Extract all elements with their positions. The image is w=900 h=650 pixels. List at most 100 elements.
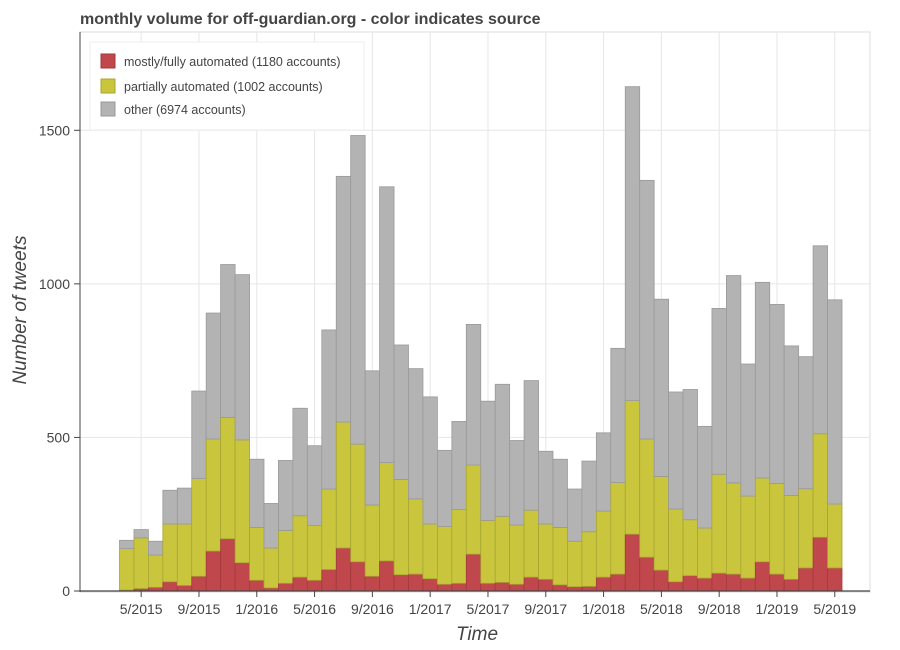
bar-segment-2-2018-series-1 — [610, 482, 626, 575]
bar-segment-12-2018-series-1 — [754, 477, 771, 563]
x-tick-label: 1/2018 — [582, 601, 625, 617]
bar-segment-11-2016-series-2 — [393, 344, 409, 480]
x-tick-label: 1/2016 — [235, 601, 278, 617]
bar-segment-9-2016-series-2 — [364, 370, 380, 506]
bar-segment-11-2015-series-0 — [220, 538, 236, 592]
bar-segment-9-2015-series-0 — [191, 575, 207, 592]
y-tick-label: 1500 — [39, 122, 70, 138]
bar-segment-4-2019-series-1 — [812, 433, 828, 538]
legend: mostly/fully automated (1180 accounts) p… — [89, 41, 365, 131]
bar-segment-2-2019-series-1 — [783, 495, 800, 580]
bar-segment-10-2017-series-0 — [552, 584, 568, 592]
legend-label-automated: mostly/fully automated (1180 accounts) — [124, 55, 341, 69]
bar-segment-7-2017-series-0 — [509, 583, 525, 592]
legend-swatch-other — [100, 101, 116, 117]
bar-segment-6-2017-series-2 — [494, 383, 511, 517]
bar-segment-6-2015-series-2 — [147, 540, 164, 556]
bar-segment-6-2017-series-1 — [494, 515, 511, 583]
x-tick-label: 5/2019 — [813, 601, 856, 617]
bar-segment-11-2016-series-0 — [393, 574, 409, 592]
bar-segment-1-2019-series-1 — [769, 483, 785, 575]
bar-segment-10-2015-series-1 — [205, 438, 222, 552]
legend-swatch-partial — [100, 78, 116, 94]
bar-segment-9-2018-series-0 — [711, 572, 727, 592]
bar-segment-10-2018-series-1 — [726, 482, 742, 575]
bar-segment-6-2018-series-2 — [668, 391, 684, 510]
bar-segment-4-2018-series-2 — [639, 179, 655, 440]
bar-segment-2-2018-series-2 — [610, 347, 626, 483]
bar-segment-8-2015-series-1 — [176, 523, 193, 586]
bar-segment-8-2017-series-2 — [523, 380, 539, 511]
bar-segment-2-2016-series-1 — [263, 547, 279, 589]
bar-segment-11-2017-series-2 — [567, 488, 583, 542]
bar-segment-4-2017-series-1 — [465, 464, 482, 555]
bar-segment-9-2015-series-2 — [191, 390, 207, 479]
x-tick-label: 9/2018 — [698, 601, 741, 617]
bar-segment-9-2018-series-1 — [711, 473, 727, 574]
bar-segment-12-2016-series-2 — [408, 368, 424, 500]
bar-segment-5-2016-series-1 — [306, 525, 323, 581]
bar-segment-8-2016-series-2 — [350, 135, 366, 445]
bar-segment-8-2017-series-0 — [523, 576, 539, 592]
bar-segment-5-2015-series-1 — [133, 537, 149, 589]
bar-segment-6-2018-series-1 — [668, 508, 684, 583]
bar-segment-7-2016-series-1 — [335, 421, 352, 549]
bar-segment-10-2017-series-1 — [552, 527, 568, 586]
bar-segment-12-2017-series-2 — [581, 460, 597, 533]
bar-segment-2-2019-series-0 — [783, 578, 800, 592]
bar-segment-2-2018-series-0 — [610, 573, 626, 592]
bar-segment-3-2019-series-2 — [798, 356, 814, 490]
x-axis-label: Time — [456, 624, 498, 645]
bar-segment-10-2016-series-0 — [379, 560, 395, 592]
bar-segment-5-2017-series-1 — [480, 519, 496, 584]
bar-segment-3-2018-series-2 — [624, 86, 641, 401]
bar-segment-6-2016-series-1 — [321, 488, 337, 570]
x-tick-label: 9/2015 — [178, 601, 221, 617]
bar-segment-7-2016-series-2 — [335, 175, 352, 423]
bar-segment-12-2016-series-0 — [408, 573, 424, 592]
bar-segment-4-2016-series-2 — [292, 407, 308, 517]
bar-segment-7-2015-series-2 — [162, 489, 178, 525]
x-tick-label: 1/2017 — [409, 601, 452, 617]
bar-segment-3-2016-series-1 — [278, 530, 294, 584]
bar-segment-4-2019-series-2 — [812, 245, 828, 435]
bar-segment-10-2015-series-2 — [205, 312, 222, 440]
bar-segment-4-2017-series-2 — [465, 323, 482, 466]
bar-segment-6-2016-series-2 — [321, 329, 337, 490]
bar-segment-4-2017-series-0 — [465, 553, 482, 592]
bar-segment-3-2016-series-0 — [278, 582, 294, 592]
bar-segment-3-2016-series-2 — [278, 460, 294, 531]
bar-segment-1-2016-series-2 — [249, 458, 265, 528]
legend-swatch-automated — [100, 53, 116, 69]
bar-segment-11-2016-series-1 — [393, 479, 409, 576]
bar-segment-2-2019-series-2 — [783, 345, 800, 496]
bar-segment-7-2015-series-0 — [162, 581, 178, 592]
x-tick-label: 9/2017 — [524, 601, 567, 617]
bar-segment-12-2016-series-1 — [408, 498, 424, 575]
bar-segment-7-2018-series-1 — [682, 519, 698, 577]
bar-segment-1-2019-series-2 — [769, 304, 785, 484]
bar-segment-3-2017-series-1 — [451, 509, 467, 584]
bar-segment-5-2018-series-1 — [653, 476, 670, 571]
bars — [119, 86, 843, 592]
bar-segment-10-2015-series-0 — [205, 550, 222, 592]
bar-segment-8-2015-series-2 — [176, 487, 193, 525]
bar-segment-10-2018-series-0 — [726, 573, 742, 592]
bar-segment-12-2015-series-2 — [234, 274, 250, 441]
bar-segment-11-2018-series-0 — [740, 577, 756, 592]
bar-segment-10-2017-series-2 — [552, 458, 568, 528]
bar-segment-10-2016-series-2 — [379, 186, 395, 464]
bar-segment-5-2016-series-0 — [306, 579, 323, 592]
bar-segment-9-2018-series-2 — [711, 308, 727, 475]
bar-segment-8-2017-series-1 — [523, 509, 539, 578]
bar-segment-1-2019-series-0 — [769, 573, 785, 592]
bar-segment-4-2015-series-1 — [119, 548, 135, 591]
legend-label-partial: partially automated (1002 accounts) — [124, 80, 323, 94]
bar-segment-9-2017-series-1 — [538, 523, 554, 580]
bar-segment-3-2017-series-0 — [451, 582, 467, 592]
bar-segment-2-2016-series-2 — [263, 503, 279, 549]
bar-segment-7-2015-series-1 — [162, 523, 178, 583]
bar-segment-6-2017-series-0 — [494, 582, 511, 592]
bar-segment-7-2018-series-0 — [682, 575, 698, 592]
